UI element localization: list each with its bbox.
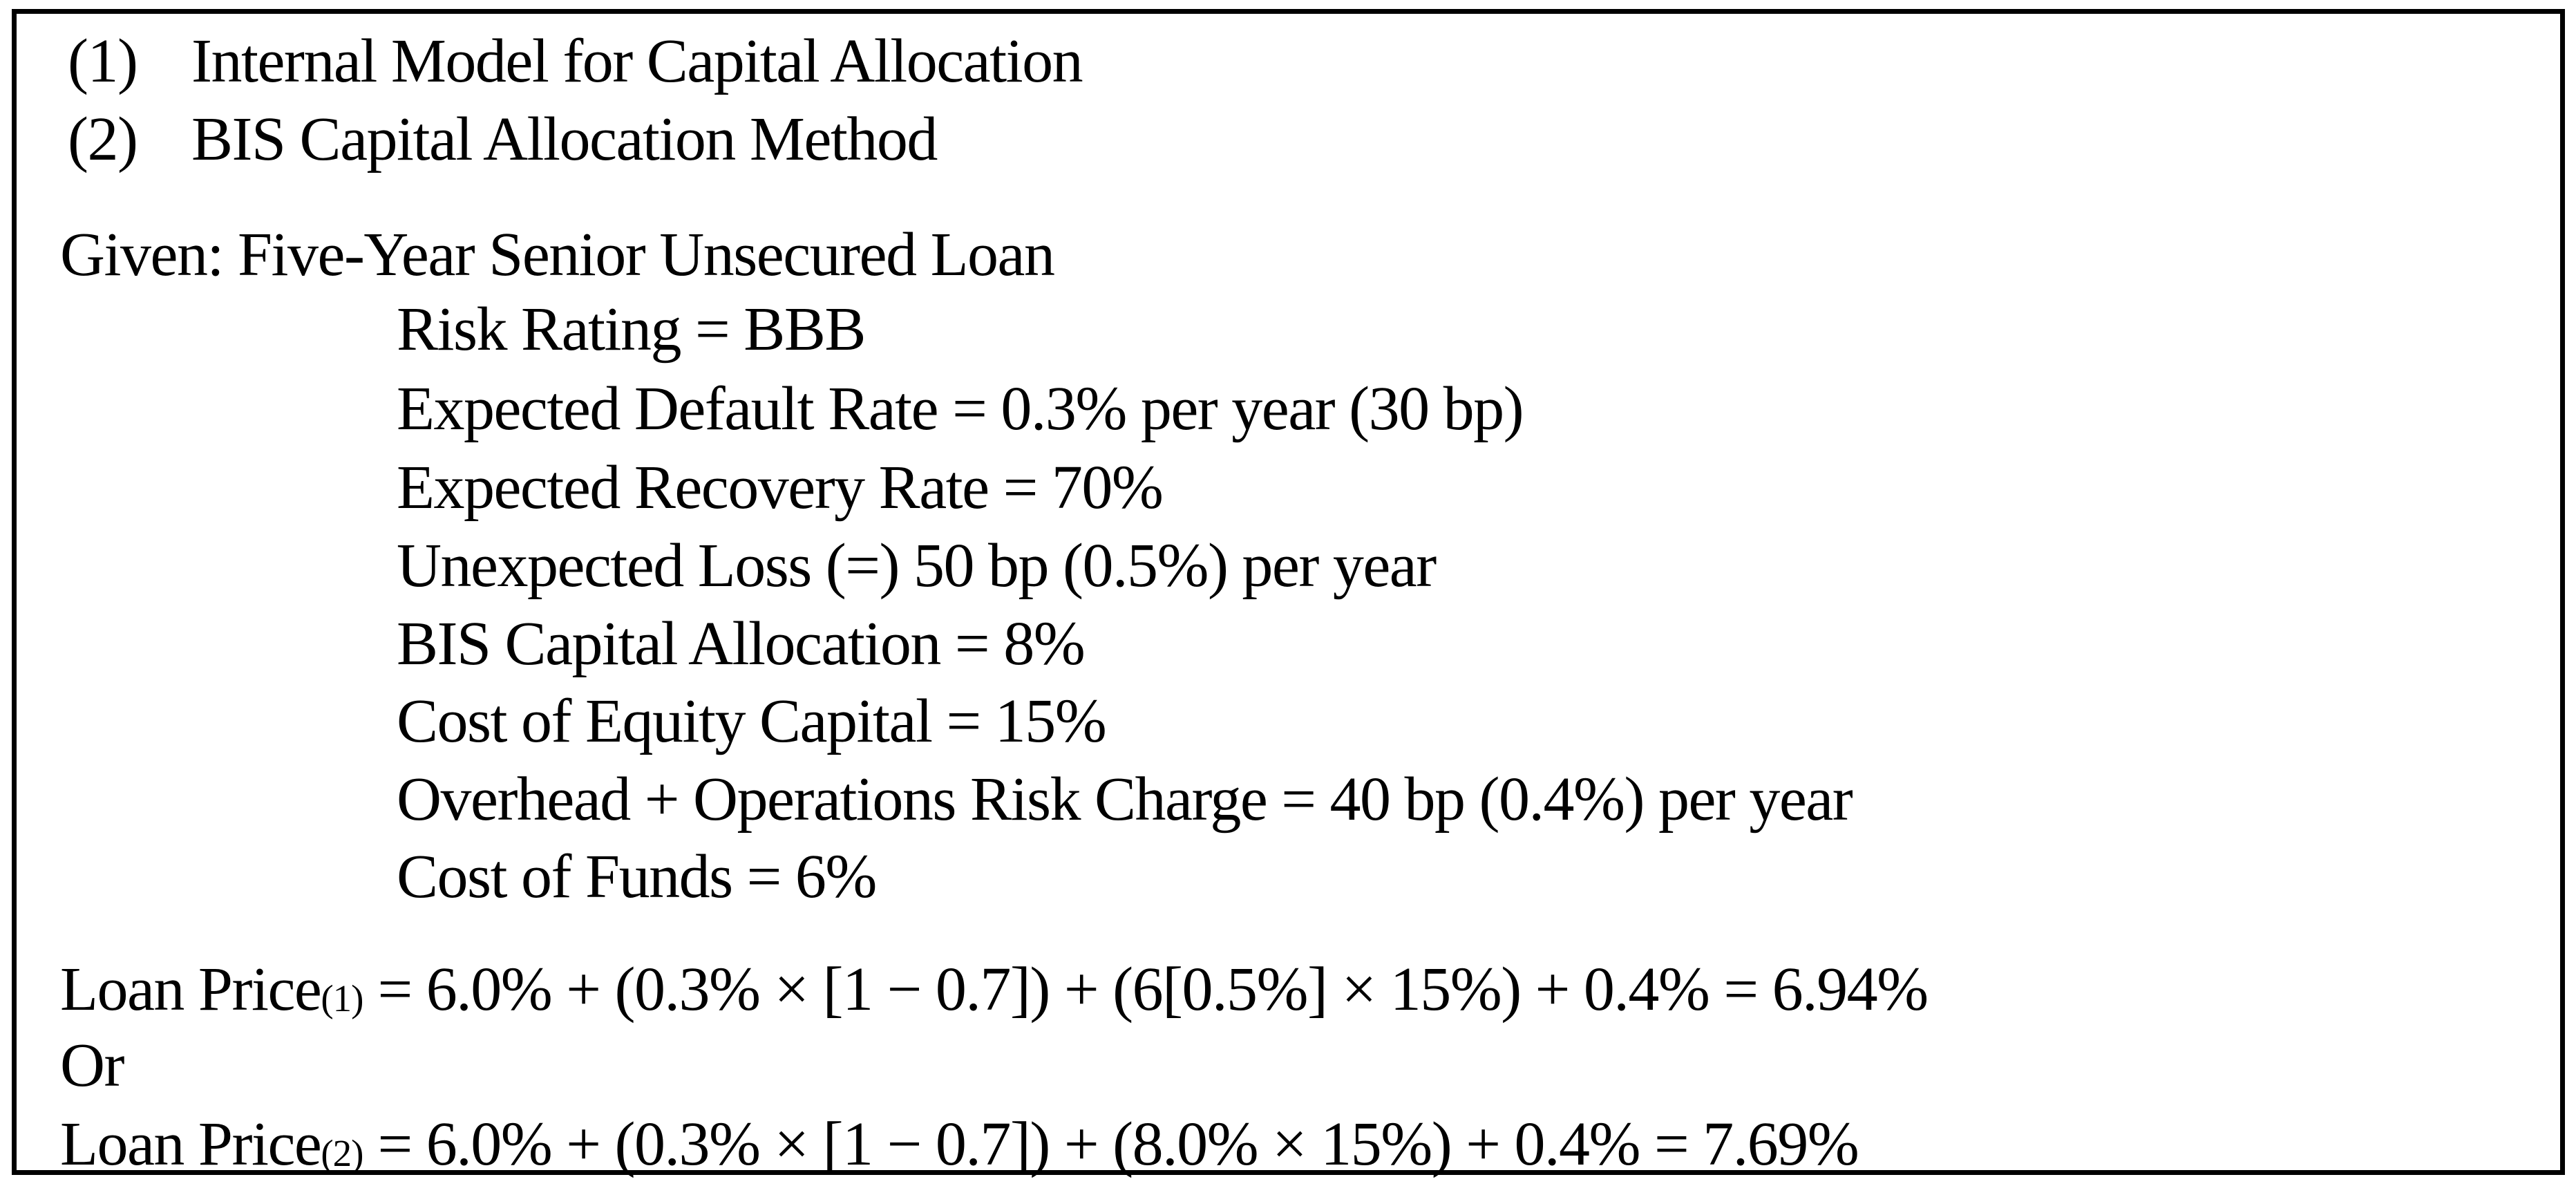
method-item-2-label: BIS Capital Allocation Method — [191, 105, 938, 173]
exhibit-border-box: (1) Internal Model for Capital Allocation… — [12, 9, 2565, 1178]
given-parameter-bis-capital: BIS Capital Allocation = 8% — [397, 610, 1086, 678]
given-parameter-cost-of-funds: Cost of Funds = 6% — [397, 843, 877, 911]
loan-price-1-subscript: (1) — [321, 977, 363, 1019]
method-item-1: (1) Internal Model for Capital Allocation — [68, 27, 1083, 95]
loan-price-2-prefix: Loan Price — [60, 1110, 322, 1178]
given-parameter-overhead-ops: Overhead + Operations Risk Charge = 40 b… — [397, 765, 1853, 834]
given-parameter-expected-recovery: Expected Recovery Rate = 70% — [397, 453, 1164, 522]
method-item-2: (2) BIS Capital Allocation Method — [68, 105, 938, 173]
given-parameter-unexpected-loss: Unexpected Loss (=) 50 bp (0.5%) per yea… — [397, 531, 1437, 600]
method-item-1-number: (1) — [68, 27, 138, 95]
loan-price-1-expression: = 6.0% + (0.3% × [1 − 0.7]) + (6[0.5%] ×… — [363, 955, 1929, 1024]
method-item-1-label: Internal Model for Capital Allocation — [191, 27, 1083, 95]
loan-price-1-prefix: Loan Price — [60, 955, 322, 1024]
loan-price-formula-2: Loan Price(2) = 6.0% + (0.3% × [1 − 0.7]… — [60, 1110, 1859, 1178]
method-item-2-number: (2) — [68, 105, 138, 173]
given-parameter-cost-of-equity: Cost of Equity Capital = 15% — [397, 687, 1107, 755]
loan-price-formula-1: Loan Price(1) = 6.0% + (0.3% × [1 − 0.7]… — [60, 959, 1929, 1021]
given-parameter-risk-rating: Risk Rating = BBB — [397, 295, 866, 364]
loan-price-2-subscript: (2) — [321, 1132, 363, 1174]
given-heading: Given: Five-Year Senior Unsecured Loan — [60, 220, 1055, 289]
loan-price-2-expression: = 6.0% + (0.3% × [1 − 0.7]) + (8.0% × 15… — [363, 1110, 1859, 1178]
or-label: Or — [60, 1031, 124, 1100]
given-parameter-expected-default: Expected Default Rate = 0.3% per year (3… — [397, 375, 1524, 443]
